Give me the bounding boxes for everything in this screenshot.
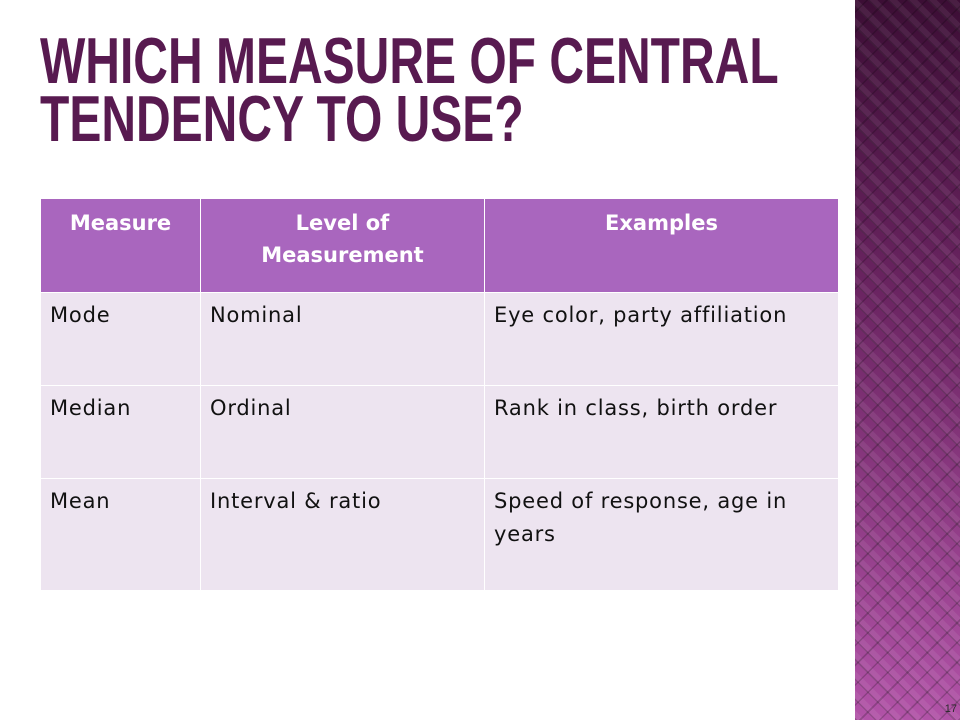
table-row: Mode Nominal Eye color, party affiliatio…: [40, 292, 839, 386]
slide-title: WHICH MEASURE OF CENTRAL TENDENCY TO USE…: [40, 26, 778, 156]
table-row: Mean Interval & ratio Speed of response,…: [40, 478, 839, 591]
cell-level: Interval & ratio: [200, 478, 485, 591]
cell-level: Ordinal: [200, 385, 485, 479]
cell-measure: Median: [40, 385, 201, 479]
cell-level: Nominal: [200, 292, 485, 386]
table-header-row: Measure Level of Measurement Examples: [40, 198, 839, 293]
header-level-of-measurement-label: Level of Measurement: [261, 211, 424, 267]
cell-measure: Mean: [40, 478, 201, 591]
table-row: Median Ordinal Rank in class, birth orde…: [40, 385, 839, 479]
header-examples: Examples: [484, 198, 839, 293]
cell-examples: Speed of response, age in years: [484, 478, 839, 591]
decorative-side-panel: [855, 0, 960, 720]
cell-measure: Mode: [40, 292, 201, 386]
slide-number: 17: [944, 703, 957, 715]
cell-examples: Eye color, party affiliation: [484, 292, 839, 386]
cell-examples: Rank in class, birth order: [484, 385, 839, 479]
header-level-of-measurement: Level of Measurement: [200, 198, 485, 293]
central-tendency-table: Measure Level of Measurement Examples Mo…: [40, 198, 839, 591]
header-measure: Measure: [40, 198, 201, 293]
